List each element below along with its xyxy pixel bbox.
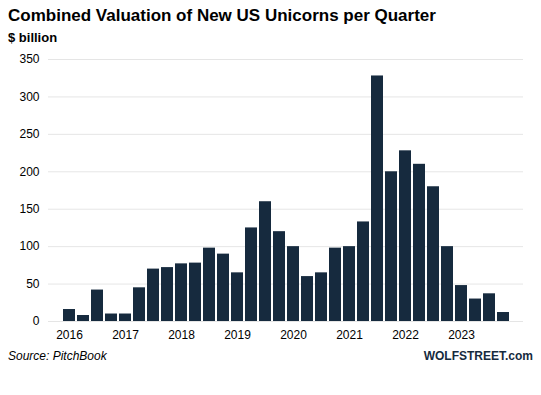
svg-text:300: 300 <box>19 90 39 104</box>
svg-text:350: 350 <box>19 52 39 66</box>
svg-text:200: 200 <box>19 165 39 179</box>
svg-text:2019: 2019 <box>224 328 251 342</box>
svg-text:2020: 2020 <box>280 328 307 342</box>
svg-text:2023: 2023 <box>448 328 475 342</box>
html-text:Source: PitchBook: Source: PitchBook <box>8 349 107 363</box>
svg-text:2022: 2022 <box>392 328 419 342</box>
svg-text:250: 250 <box>19 127 39 141</box>
svg-text:150: 150 <box>19 202 39 216</box>
svg-text:50: 50 <box>26 277 40 291</box>
svg-text:0: 0 <box>33 314 40 328</box>
html-text:WOLFSTREET.com: WOLFSTREET.com <box>423 349 533 363</box>
svg-text:2016: 2016 <box>56 328 83 342</box>
svg-text:2021: 2021 <box>336 328 363 342</box>
svg-text:2018: 2018 <box>168 328 195 342</box>
svg-text:100: 100 <box>19 239 39 253</box>
svg-text:2017: 2017 <box>112 328 139 342</box>
html-text:Combined Valuation of New US U: Combined Valuation of New US Unicorns pe… <box>8 6 436 25</box>
html-text:$ billion: $ billion <box>8 30 58 45</box>
